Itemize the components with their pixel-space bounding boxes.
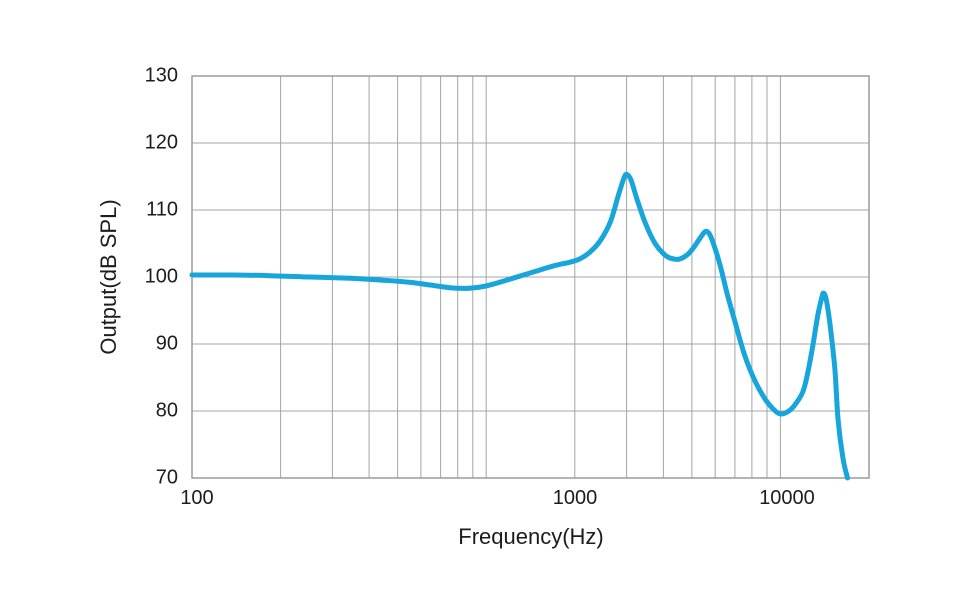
y-tick-label: 120 xyxy=(144,131,178,154)
frequency-response-curve xyxy=(189,171,850,481)
x-tick-label: 10000 xyxy=(759,487,815,509)
x-tick-label: 100 xyxy=(180,487,214,509)
y-tick-label: 110 xyxy=(146,198,178,221)
x-tick-label: 1000 xyxy=(552,487,598,509)
y-tick-label: 130 xyxy=(144,64,178,87)
y-tick-label: 90 xyxy=(155,332,178,355)
y-tick-label: 80 xyxy=(155,399,178,422)
x-axis-title: Frequency(Hz) xyxy=(458,524,604,549)
y-tick-label: 100 xyxy=(144,265,178,288)
y-tick-label: 70 xyxy=(155,466,178,489)
